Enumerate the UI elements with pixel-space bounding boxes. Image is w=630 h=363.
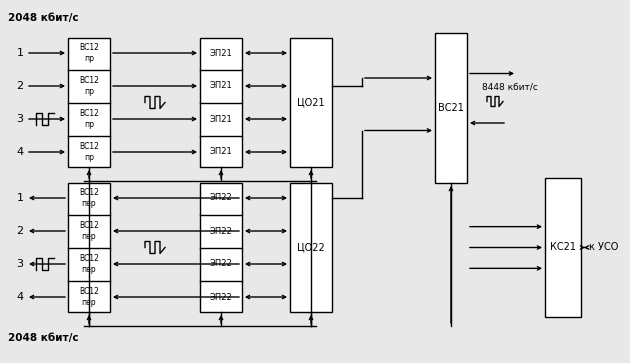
Text: 8448 кбит/с: 8448 кбит/с: [482, 83, 538, 92]
Text: 3: 3: [16, 259, 23, 269]
Bar: [200, 38, 242, 167]
Text: ЭП21: ЭП21: [210, 49, 232, 57]
Text: ЭП21: ЭП21: [210, 82, 232, 90]
Text: 2048 кбит/с: 2048 кбит/с: [8, 13, 79, 23]
Text: ВС12
пер: ВС12 пер: [79, 188, 99, 208]
Text: 3: 3: [16, 114, 23, 124]
Bar: [435, 33, 467, 183]
Bar: [68, 38, 110, 167]
Text: 4: 4: [16, 292, 23, 302]
Text: ЦО21: ЦО21: [297, 98, 325, 107]
Bar: [545, 178, 581, 317]
Text: ВС12
пр: ВС12 пр: [79, 109, 99, 129]
Text: ВС12
пер: ВС12 пер: [79, 287, 99, 307]
Text: ЭП22: ЭП22: [210, 193, 232, 203]
Text: 2: 2: [16, 81, 23, 91]
Text: ЭП21: ЭП21: [210, 147, 232, 156]
Text: ВС12
пр: ВС12 пр: [79, 76, 99, 96]
Text: 2: 2: [16, 226, 23, 236]
Text: КС21: КС21: [550, 242, 576, 253]
Text: к УСО: к УСО: [589, 242, 619, 253]
Text: ЭП22: ЭП22: [210, 227, 232, 236]
Text: ВС12
пр: ВС12 пр: [79, 142, 99, 162]
Bar: [200, 183, 242, 312]
Bar: [290, 38, 332, 167]
Text: ВС12
пр: ВС12 пр: [79, 43, 99, 63]
Text: ЭП21: ЭП21: [210, 114, 232, 123]
Text: ВС21: ВС21: [438, 103, 464, 113]
Text: ЦО22: ЦО22: [297, 242, 325, 253]
Text: 2048 кбит/с: 2048 кбит/с: [8, 333, 79, 343]
Bar: [290, 183, 332, 312]
Bar: [68, 183, 110, 312]
Text: 1: 1: [16, 193, 23, 203]
Text: ВС12
пер: ВС12 пер: [79, 254, 99, 274]
Text: ЭП22: ЭП22: [210, 260, 232, 269]
Text: ВС12
пер: ВС12 пер: [79, 221, 99, 241]
Text: 4: 4: [16, 147, 23, 157]
Text: ЭП22: ЭП22: [210, 293, 232, 302]
Text: 1: 1: [16, 48, 23, 58]
